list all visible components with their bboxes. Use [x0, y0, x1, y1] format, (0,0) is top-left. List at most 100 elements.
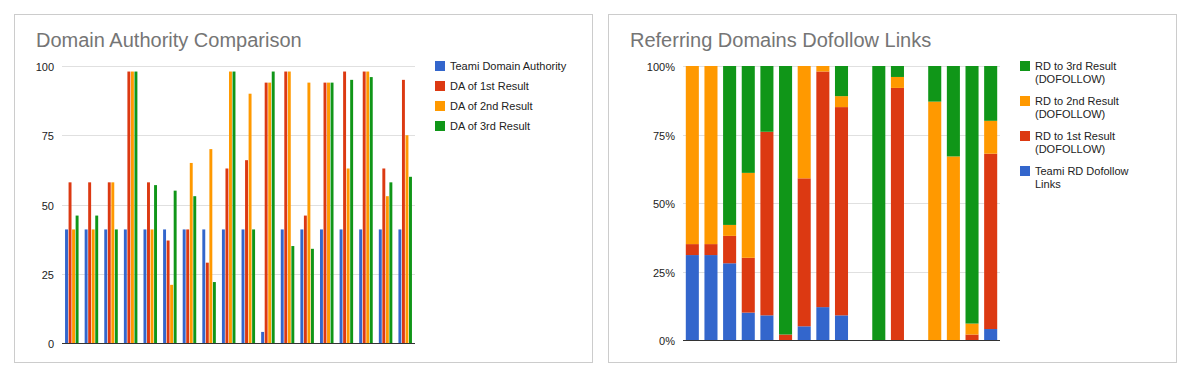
bar-segment — [984, 66, 997, 121]
y-tick-label: 50% — [653, 198, 675, 210]
bar-segment — [742, 313, 755, 340]
legend-label: Teami RD Dofollow Links — [1035, 165, 1150, 191]
bar-segment — [798, 66, 811, 178]
bar — [320, 229, 323, 343]
grid-line — [62, 66, 415, 67]
bar — [291, 246, 294, 343]
bar-segment — [910, 340, 923, 341]
bar — [163, 229, 166, 343]
legend-label: DA of 3rd Result — [450, 120, 585, 133]
bar-segment — [704, 66, 717, 67]
y-tick-label: 25 — [42, 269, 54, 281]
y-tick-label: 100 — [36, 61, 54, 73]
x-axis-line — [62, 343, 415, 344]
y-tick-label: 0 — [48, 338, 54, 350]
bar — [300, 229, 303, 343]
bar-segment — [947, 156, 960, 340]
panel — [609, 15, 1177, 363]
x-axis-line — [683, 340, 1000, 341]
bar-segment — [928, 66, 941, 102]
bar — [104, 229, 107, 343]
bar-segment — [723, 225, 736, 236]
bar — [389, 182, 392, 343]
bar-segment — [854, 340, 867, 341]
bar — [402, 80, 405, 343]
bar-segment — [686, 66, 699, 67]
y-tick-label: 100% — [647, 61, 675, 73]
bar-segment — [816, 66, 829, 71]
bar-segment — [723, 263, 736, 340]
bar — [65, 229, 68, 343]
bar — [242, 229, 245, 343]
bar — [95, 216, 98, 343]
bar — [249, 94, 252, 343]
bar — [245, 160, 248, 343]
bar — [370, 77, 373, 343]
bar — [124, 229, 127, 343]
bar-segment — [760, 66, 773, 132]
bar-segment — [704, 255, 717, 340]
bar-segment — [910, 340, 923, 341]
bar-segment — [910, 340, 923, 341]
legend-swatch — [1020, 166, 1030, 176]
grid-line — [683, 340, 1000, 341]
bar-segment — [816, 307, 829, 340]
bar — [307, 83, 310, 343]
bar-segment — [798, 66, 811, 67]
bar — [386, 196, 389, 343]
bar-segment — [966, 66, 979, 324]
bar — [268, 83, 271, 343]
bar-segment — [742, 173, 755, 258]
legend-label: Teami Domain Authority — [450, 60, 585, 73]
bar — [347, 168, 350, 343]
bar-segment — [854, 340, 867, 341]
bar — [108, 182, 111, 343]
bar-segment — [835, 96, 848, 107]
bar — [398, 229, 401, 343]
y-tick-label: 25% — [653, 267, 675, 279]
bar-segment — [854, 340, 867, 341]
bar — [222, 229, 225, 343]
bar-segment — [984, 329, 997, 340]
bar-segment — [984, 154, 997, 329]
bar — [174, 191, 177, 343]
bar-segment — [779, 66, 792, 335]
bar — [170, 285, 173, 343]
legend-label: DA of 2nd Result — [450, 100, 585, 113]
bar-segment — [742, 66, 755, 173]
grid-line — [62, 343, 415, 344]
bar-segment — [966, 335, 979, 340]
bar — [363, 72, 366, 343]
bar-segment — [742, 258, 755, 313]
bar — [131, 72, 134, 343]
bar-segment — [966, 324, 979, 335]
bar-segment — [835, 315, 848, 340]
bar — [186, 229, 189, 343]
bar — [127, 72, 130, 343]
bar-segment — [816, 66, 829, 67]
bar-segment — [779, 335, 792, 340]
bar — [154, 185, 157, 343]
y-tick-label: 50 — [42, 200, 54, 212]
bar — [69, 182, 72, 343]
bar-segment — [891, 66, 904, 77]
legend-swatch — [1020, 131, 1030, 141]
bar — [288, 72, 291, 343]
legend-swatch — [435, 101, 445, 111]
bar-segment — [891, 88, 904, 340]
bar-segment — [760, 132, 773, 316]
legend-label: RD to 1st Result (DOFOLLOW) — [1035, 130, 1150, 156]
bar — [76, 216, 79, 343]
bar-segment — [760, 315, 773, 340]
grid-line — [62, 205, 415, 206]
bar — [327, 83, 330, 343]
stage: Domain Authority Comparison0255075100Ref… — [0, 0, 1190, 376]
bar — [233, 72, 236, 343]
legend-swatch — [435, 81, 445, 91]
bar — [143, 229, 146, 343]
bar — [167, 241, 170, 343]
bar — [190, 163, 193, 343]
bar — [183, 229, 186, 343]
bar — [213, 282, 216, 343]
bar-segment — [947, 66, 960, 156]
